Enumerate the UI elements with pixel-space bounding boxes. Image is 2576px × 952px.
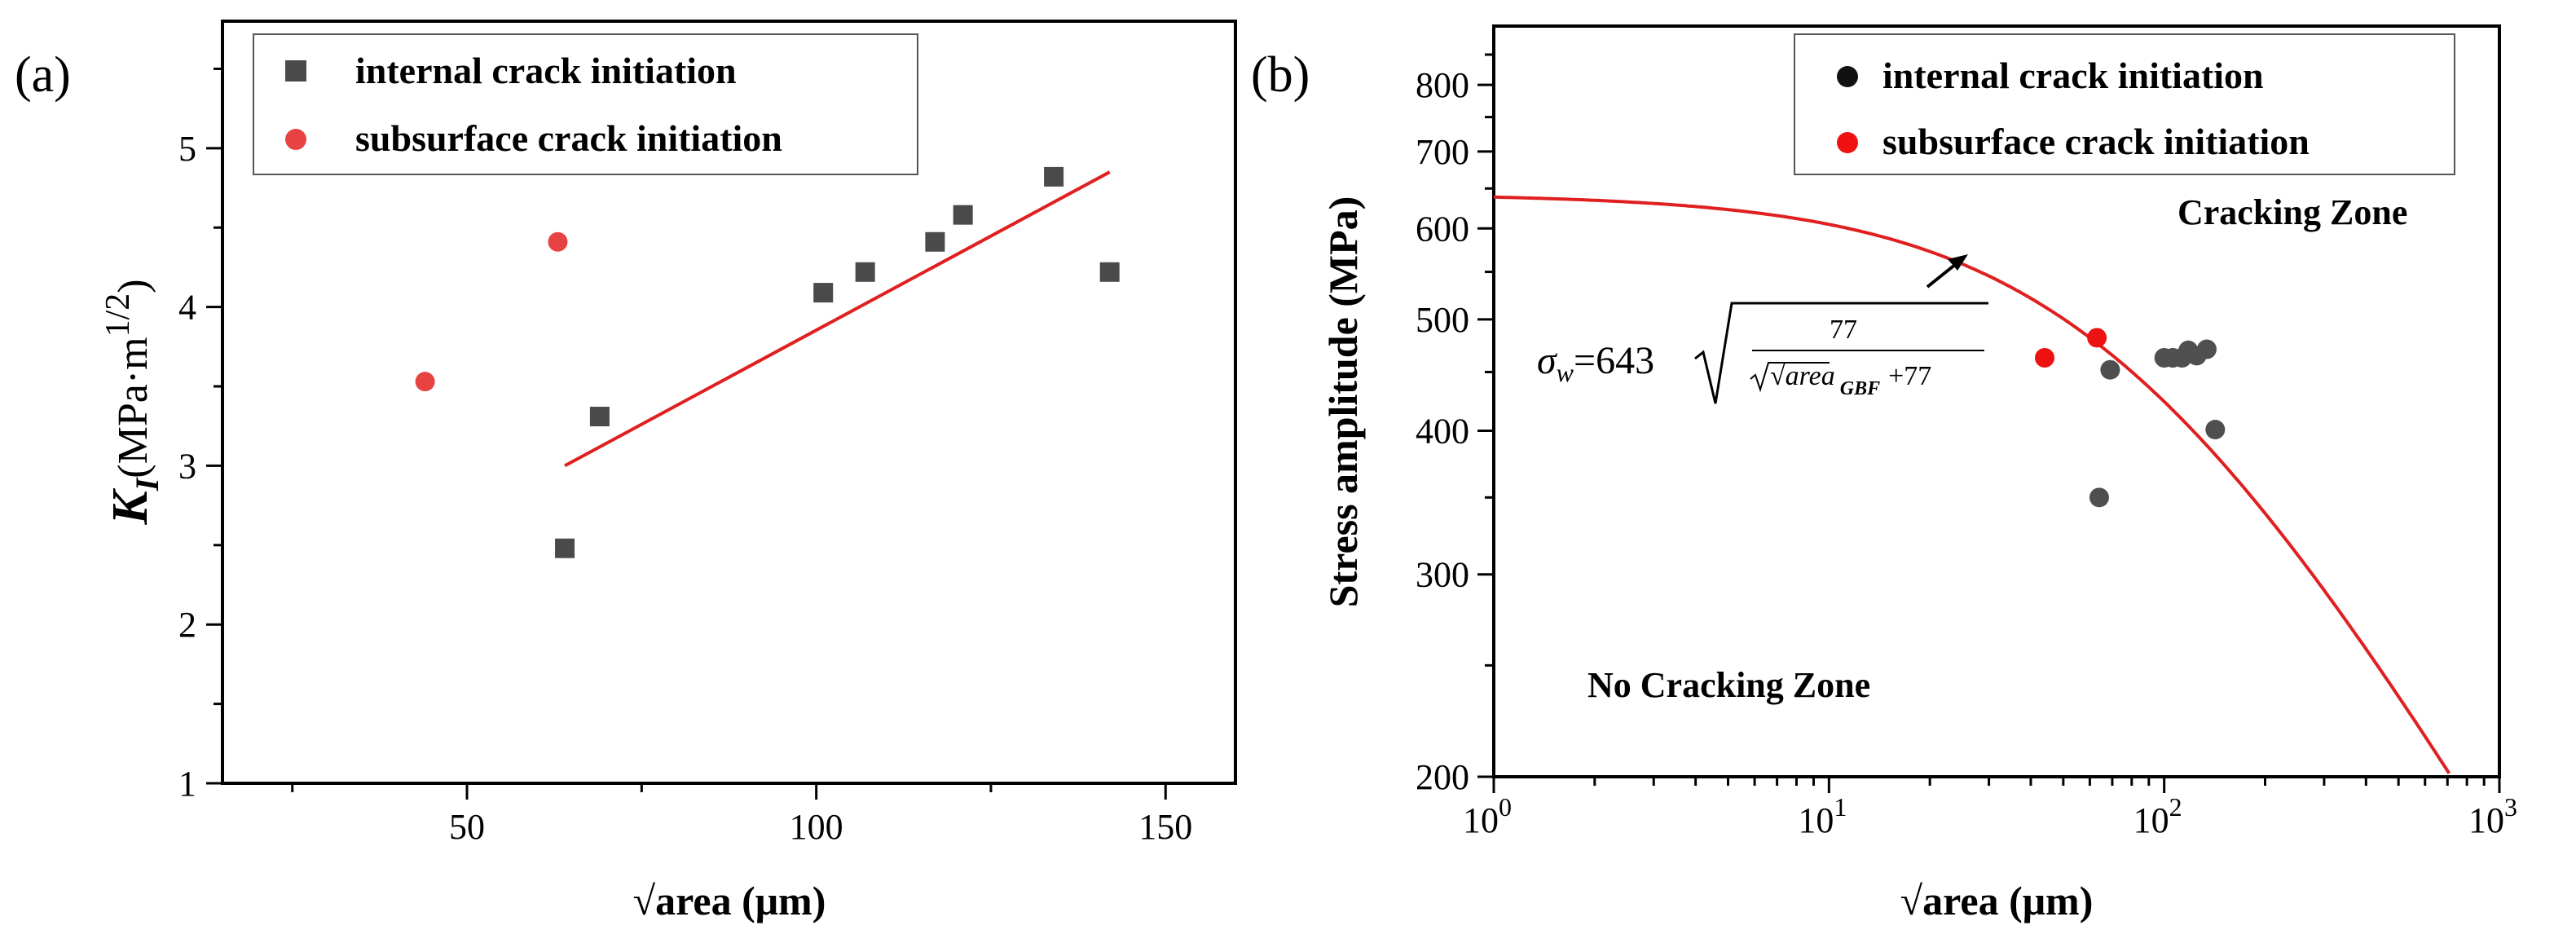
legend-a-internal-label: internal crack initiation (355, 50, 737, 91)
a-fit-line (564, 170, 1111, 468)
panel-b-curve-group (1493, 195, 2451, 774)
curve-arrow (1926, 254, 1968, 289)
a-point-internal (813, 283, 834, 303)
a-point-internal (555, 538, 575, 558)
formula-den-sub: GBF (1840, 378, 1880, 399)
panel-a-x-axis-title: √area (μm) (633, 878, 826, 923)
panel-a-ticks: 50 100 150 1 2 3 4 5 (178, 67, 1192, 847)
b-y-tick-label: 700 (1416, 132, 1469, 172)
a-x-tick-label: 100 (790, 807, 843, 847)
formula-prefix: =643 (1574, 339, 1654, 382)
panel-b-plot-frame (1492, 24, 2501, 778)
legend-b-internal-label: internal crack initiation (1882, 55, 2264, 96)
panel-a-y-label-sub: I (129, 477, 165, 491)
formula-den-plus: +77 (1888, 361, 1931, 391)
a-y-tick-label: 5 (178, 129, 196, 169)
formula: σw=643 77 √area GBF +77 (1537, 302, 1988, 404)
a-point-internal (1044, 166, 1064, 187)
panel-b-ticks: 100 101 102 103 200 300 400 500 600 700 800 (1416, 53, 2517, 840)
a-x-tick-label: 150 (1138, 807, 1192, 847)
a-point-internal (953, 205, 973, 225)
b-y-tick-label: 800 (1416, 65, 1469, 105)
legend-b-internal-marker (1837, 66, 1858, 87)
panel-a-y-axis-title: KI(MPa·m1/2) (99, 279, 165, 525)
panel-a-y-label-exp: 1/2 (99, 293, 137, 337)
b-point-internal (2100, 359, 2120, 380)
a-point-subsurface (415, 372, 435, 392)
panel-a-fit-line-group (564, 170, 1111, 468)
b-point-subsurface (2087, 328, 2107, 348)
b-threshold-curve (1493, 195, 2451, 774)
panel-a-label: (a) (15, 47, 71, 103)
a-y-tick-label: 1 (178, 764, 196, 804)
panel-a-y-label-main: K (103, 488, 158, 526)
a-point-subsurface (548, 231, 568, 252)
b-y-tick-label: 200 (1416, 757, 1469, 797)
panel-b: (b) 100 101 102 103 200 300 400 500 600 700 800 St… (1251, 24, 2517, 923)
panel-b-points (2035, 328, 2226, 508)
a-y-tick-label: 3 (178, 446, 196, 486)
formula-lhs: σw=643 (1537, 339, 1654, 387)
legend-a-subsurface-label: subsurface crack initiation (355, 117, 782, 159)
formula-sigma: σ (1537, 339, 1558, 382)
panel-a-y-label-units: (MPa·m (110, 337, 156, 478)
b-point-internal (2196, 339, 2217, 359)
no-cracking-zone-label: No Cracking Zone (1587, 665, 1870, 705)
cracking-zone-label: Cracking Zone (2177, 192, 2407, 232)
panel-a-y-label-close: ) (110, 279, 156, 293)
formula-numerator: 77 (1830, 315, 1857, 345)
panel-a-legend-box (253, 33, 918, 175)
b-y-tick-label: 600 (1416, 209, 1469, 249)
panel-b-label: (b) (1251, 47, 1310, 103)
a-x-tick-label: 50 (449, 807, 485, 847)
legend-b-subsurface-marker (1837, 132, 1858, 153)
a-y-tick-label: 4 (178, 288, 196, 328)
b-x-tick-label: 100 (1463, 792, 1512, 840)
formula-radical (1694, 302, 1988, 404)
formula-den-area: √area (1770, 361, 1835, 391)
b-x-tick-label: 103 (2468, 792, 2517, 840)
b-x-tick-label: 101 (1798, 792, 1847, 840)
panel-a-plot-frame (221, 20, 1237, 785)
panel-b-y-axis-title: Stress amplitude (MPa) (1320, 196, 1366, 608)
arrow-head (1948, 254, 1968, 271)
legend-b-subsurface-label: subsurface crack initiation (1882, 121, 2310, 162)
a-point-internal (855, 262, 875, 282)
a-point-internal (589, 407, 610, 427)
formula-inner-radical (1750, 362, 1830, 393)
b-point-internal (2205, 420, 2226, 440)
panel-a-legend: internal crack initiation subsurface cra… (253, 33, 918, 175)
panel-b-x-axis-title: √area (μm) (1900, 878, 2094, 923)
b-y-tick-label: 300 (1416, 555, 1469, 595)
panel-b-legend: internal crack initiation subsurface cra… (1794, 33, 2455, 175)
formula-sigma-sub: w (1557, 358, 1574, 387)
a-point-internal (925, 231, 945, 252)
formula-denominator: √area GBF +77 (1770, 361, 1931, 399)
b-y-tick-label: 400 (1416, 412, 1469, 452)
panel-a-points (415, 166, 1120, 558)
a-y-tick-label: 2 (178, 605, 196, 645)
b-point-subsurface (2035, 347, 2055, 368)
b-x-tick-label: 102 (2133, 792, 2182, 840)
b-point-internal (2089, 487, 2109, 508)
b-y-tick-label: 500 (1416, 300, 1469, 340)
legend-a-internal-marker (285, 60, 306, 82)
panel-a: (a) 50 100 150 1 2 3 4 5 KI(MPa·m1/2) √area (μm… (15, 20, 1237, 923)
panel-b-legend-box (1794, 33, 2455, 175)
legend-a-subsurface-marker (285, 129, 306, 150)
a-point-internal (1099, 262, 1120, 282)
